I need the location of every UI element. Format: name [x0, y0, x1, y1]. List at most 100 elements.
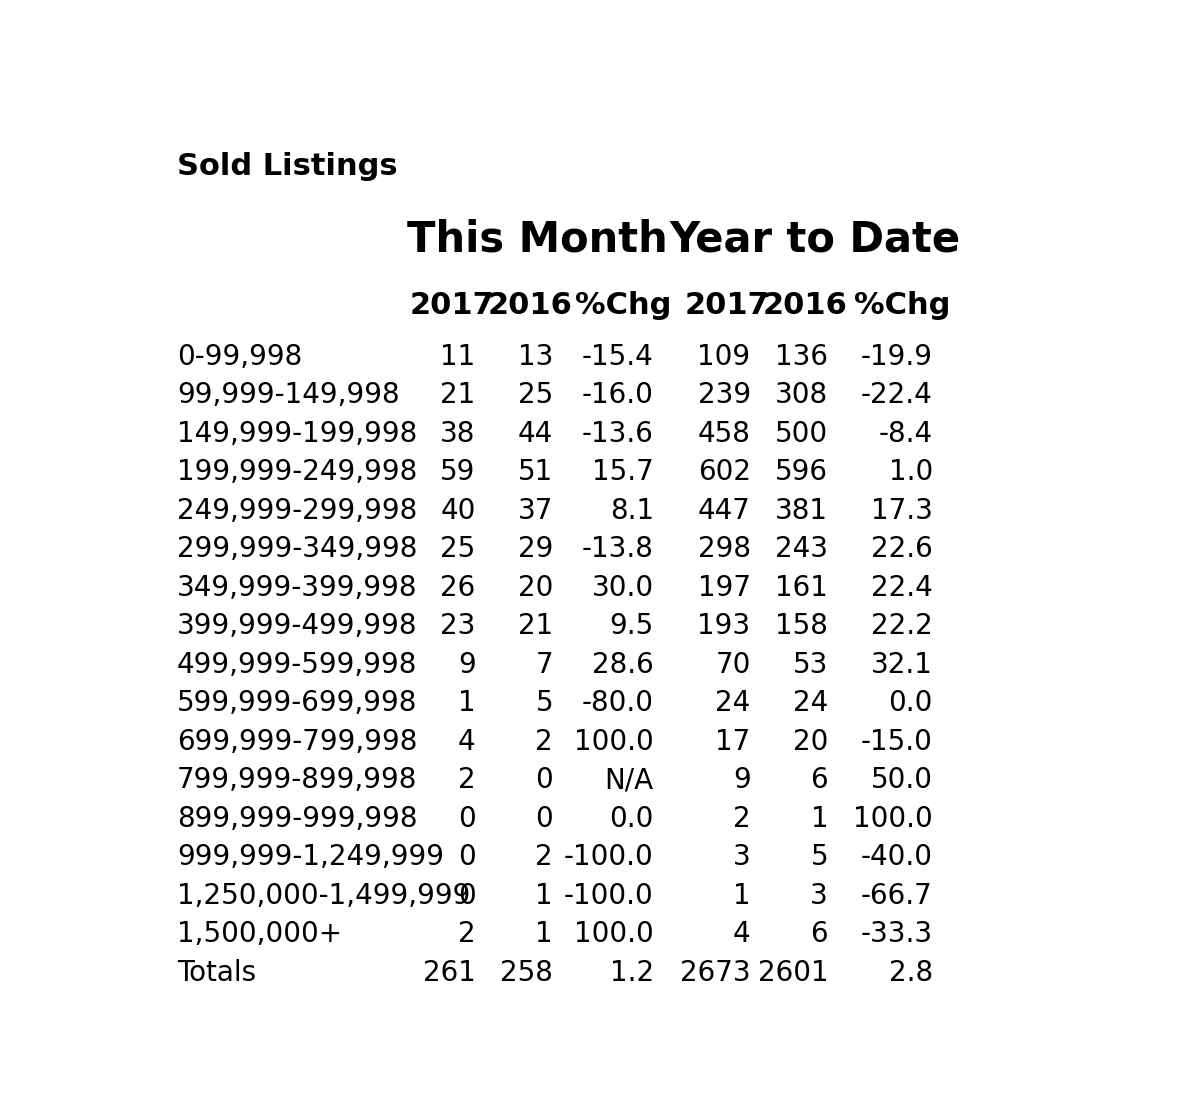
Text: 1: 1 [458, 690, 475, 717]
Text: This Month: This Month [407, 219, 668, 261]
Text: 1: 1 [810, 805, 828, 833]
Text: 899,999-999,998: 899,999-999,998 [178, 805, 418, 833]
Text: 6: 6 [810, 921, 828, 948]
Text: 500: 500 [775, 420, 828, 448]
Text: 7: 7 [535, 651, 553, 679]
Text: 59: 59 [440, 459, 475, 486]
Text: 0.0: 0.0 [888, 690, 932, 717]
Text: 1: 1 [535, 921, 553, 948]
Text: 22.2: 22.2 [871, 613, 932, 640]
Text: 197: 197 [697, 574, 751, 602]
Text: N/A: N/A [605, 767, 654, 794]
Text: 25: 25 [440, 536, 475, 563]
Text: 50.0: 50.0 [871, 767, 932, 794]
Text: 399,999-499,998: 399,999-499,998 [178, 613, 418, 640]
Text: 0.0: 0.0 [610, 805, 654, 833]
Text: 9: 9 [733, 767, 751, 794]
Text: 44: 44 [517, 420, 553, 448]
Text: 4: 4 [458, 728, 475, 756]
Text: 100.0: 100.0 [574, 921, 654, 948]
Text: 9.5: 9.5 [610, 613, 654, 640]
Text: 136: 136 [775, 343, 828, 371]
Text: 602: 602 [697, 459, 751, 486]
Text: 24: 24 [715, 690, 751, 717]
Text: 2: 2 [458, 767, 475, 794]
Text: 596: 596 [775, 459, 828, 486]
Text: 2016: 2016 [487, 290, 572, 320]
Text: 1.0: 1.0 [888, 459, 932, 486]
Text: -80.0: -80.0 [582, 690, 654, 717]
Text: 15.7: 15.7 [592, 459, 654, 486]
Text: 1.2: 1.2 [610, 959, 654, 987]
Text: 22.6: 22.6 [871, 536, 932, 563]
Text: 38: 38 [440, 420, 475, 448]
Text: 699,999-799,998: 699,999-799,998 [178, 728, 418, 756]
Text: 261: 261 [422, 959, 475, 987]
Text: -100.0: -100.0 [564, 882, 654, 910]
Text: 193: 193 [697, 613, 751, 640]
Text: 0: 0 [457, 805, 475, 833]
Text: 28.6: 28.6 [592, 651, 654, 679]
Text: 99,999-149,998: 99,999-149,998 [178, 382, 400, 409]
Text: 0-99,998: 0-99,998 [178, 343, 302, 371]
Text: 32.1: 32.1 [871, 651, 932, 679]
Text: 9: 9 [457, 651, 475, 679]
Text: 308: 308 [775, 382, 828, 409]
Text: 3: 3 [810, 882, 828, 910]
Text: 2017: 2017 [685, 290, 769, 320]
Text: 100.0: 100.0 [853, 805, 932, 833]
Text: 499,999-599,998: 499,999-599,998 [178, 651, 418, 679]
Text: -66.7: -66.7 [862, 882, 932, 910]
Text: Totals: Totals [178, 959, 257, 987]
Text: 149,999-199,998: 149,999-199,998 [178, 420, 418, 448]
Text: 2601: 2601 [757, 959, 828, 987]
Text: 2673: 2673 [680, 959, 751, 987]
Text: 239: 239 [697, 382, 751, 409]
Text: 13: 13 [517, 343, 553, 371]
Text: 4: 4 [733, 921, 751, 948]
Text: 199,999-249,998: 199,999-249,998 [178, 459, 418, 486]
Text: Year to Date: Year to Date [670, 219, 960, 261]
Text: 22.4: 22.4 [871, 574, 932, 602]
Text: -33.3: -33.3 [860, 921, 932, 948]
Text: %Chg: %Chg [853, 290, 950, 320]
Text: 51: 51 [517, 459, 553, 486]
Text: 17: 17 [715, 728, 751, 756]
Text: 25: 25 [517, 382, 553, 409]
Text: 447: 447 [697, 497, 751, 525]
Text: 26: 26 [440, 574, 475, 602]
Text: -19.9: -19.9 [860, 343, 932, 371]
Text: 23: 23 [440, 613, 475, 640]
Text: 458: 458 [697, 420, 751, 448]
Text: -15.4: -15.4 [582, 343, 654, 371]
Text: 1: 1 [733, 882, 751, 910]
Text: 21: 21 [440, 382, 475, 409]
Text: 29: 29 [517, 536, 553, 563]
Text: -13.8: -13.8 [582, 536, 654, 563]
Text: -100.0: -100.0 [564, 844, 654, 871]
Text: 349,999-399,998: 349,999-399,998 [178, 574, 418, 602]
Text: %Chg: %Chg [575, 290, 671, 320]
Text: 2: 2 [535, 728, 553, 756]
Text: 53: 53 [793, 651, 828, 679]
Text: -15.0: -15.0 [860, 728, 932, 756]
Text: 100.0: 100.0 [574, 728, 654, 756]
Text: 2017: 2017 [410, 290, 494, 320]
Text: 161: 161 [775, 574, 828, 602]
Text: 299,999-349,998: 299,999-349,998 [178, 536, 418, 563]
Text: 2: 2 [458, 921, 475, 948]
Text: 20: 20 [793, 728, 828, 756]
Text: 2: 2 [733, 805, 751, 833]
Text: 109: 109 [697, 343, 751, 371]
Text: 8.1: 8.1 [610, 497, 654, 525]
Text: -22.4: -22.4 [862, 382, 932, 409]
Text: 1,500,000+: 1,500,000+ [178, 921, 342, 948]
Text: 30.0: 30.0 [592, 574, 654, 602]
Text: 2016: 2016 [762, 290, 847, 320]
Text: 37: 37 [517, 497, 553, 525]
Text: 999,999-1,249,999: 999,999-1,249,999 [178, 844, 444, 871]
Text: Sold Listings: Sold Listings [178, 152, 397, 182]
Text: 24: 24 [793, 690, 828, 717]
Text: 21: 21 [517, 613, 553, 640]
Text: 0: 0 [535, 805, 553, 833]
